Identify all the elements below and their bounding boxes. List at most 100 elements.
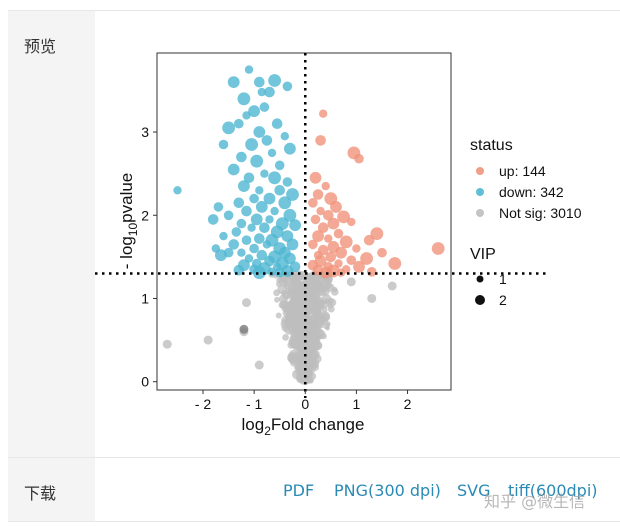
up-point xyxy=(324,234,333,243)
not-sig-point xyxy=(239,324,249,334)
not-sig-point xyxy=(162,339,172,349)
down-point xyxy=(254,233,265,244)
up-point xyxy=(312,230,324,243)
down-point xyxy=(249,193,259,204)
up-point xyxy=(319,109,328,118)
down-point xyxy=(268,74,281,87)
up-point xyxy=(309,171,322,184)
legend-status-key xyxy=(476,188,484,196)
y-axis-label-rest: pvalue xyxy=(117,173,136,223)
down-point xyxy=(242,111,251,120)
down-point xyxy=(215,249,227,262)
not-sig-point xyxy=(299,362,308,371)
not-sig-point xyxy=(288,354,297,363)
up-point xyxy=(366,267,377,277)
down-point xyxy=(271,118,283,129)
not-sig-point xyxy=(367,293,377,303)
legend-vip-key xyxy=(475,295,485,305)
up-point xyxy=(337,210,350,224)
down-point xyxy=(274,160,285,171)
not-sig-point xyxy=(321,333,327,340)
not-sig-point xyxy=(283,301,291,309)
up-point xyxy=(347,217,356,227)
down-point xyxy=(262,240,272,249)
not-sig-point xyxy=(325,321,331,327)
not-sig-point xyxy=(290,319,299,327)
legend-status-label: Not sig: 3010 xyxy=(499,205,582,221)
not-sig-point xyxy=(315,282,325,291)
not-sig-cloud xyxy=(162,270,397,385)
up-point xyxy=(339,235,353,249)
x-tick-label: - 1 xyxy=(246,396,263,412)
down-point xyxy=(260,169,269,178)
up-point xyxy=(308,198,318,208)
down-point xyxy=(270,206,279,216)
y-tick-label: 2 xyxy=(141,207,149,223)
down-point xyxy=(261,135,273,146)
download-label-cell: 下载 xyxy=(8,458,95,521)
not-sig-point xyxy=(387,281,397,291)
up-point xyxy=(308,239,318,250)
x-axis-label-sub: 2 xyxy=(264,424,271,438)
download-row: 下载 xyxy=(8,457,620,522)
down-point xyxy=(218,139,229,150)
download-svg-link[interactable]: SVG xyxy=(457,481,491,500)
down-point xyxy=(267,148,277,158)
down-point xyxy=(264,86,275,98)
not-sig-point xyxy=(309,273,317,281)
not-sig-point xyxy=(308,314,318,325)
legend-status-label: up: 144 xyxy=(499,163,546,179)
not-sig-point xyxy=(254,360,264,370)
download-pdf-link[interactable]: PDF xyxy=(283,481,315,500)
up-point xyxy=(346,255,357,265)
down-point xyxy=(241,205,252,217)
not-sig-point xyxy=(286,290,292,296)
down-point xyxy=(233,197,245,209)
down-point xyxy=(284,142,296,155)
down-point xyxy=(263,192,276,205)
not-sig-point xyxy=(203,335,213,345)
down-point xyxy=(211,244,220,253)
down-point xyxy=(241,235,252,245)
legend-status-key xyxy=(476,167,484,175)
x-tick-label: 1 xyxy=(353,396,361,412)
down-point xyxy=(259,102,270,112)
x-axis-label: log2Fold change xyxy=(242,415,365,438)
down-point xyxy=(252,266,266,280)
not-sig-point xyxy=(321,306,328,313)
legend-status-label: down: 342 xyxy=(499,184,564,200)
download-tiff-link[interactable]: tiff(600dpi) xyxy=(508,481,598,500)
up-point xyxy=(388,257,402,270)
not-sig-point xyxy=(331,288,339,296)
not-sig-point xyxy=(289,289,299,300)
y-axis-label: - log10pvalue xyxy=(117,173,140,270)
down-point xyxy=(219,231,228,241)
y-tick-label: 0 xyxy=(141,374,149,390)
x-tick-label: 0 xyxy=(301,396,309,412)
not-sig-point xyxy=(294,328,301,335)
up-point xyxy=(312,189,324,200)
not-sig-point xyxy=(241,298,251,308)
not-sig-point xyxy=(313,291,318,297)
legend-vip-title: VIP xyxy=(470,246,496,263)
down-point xyxy=(280,132,289,141)
down-point xyxy=(274,267,285,278)
up-point xyxy=(327,217,340,230)
not-sig-point xyxy=(282,334,289,341)
not-sig-point xyxy=(301,375,311,385)
legend-status-key xyxy=(476,209,484,217)
up-point xyxy=(323,210,334,221)
down-point xyxy=(236,151,247,163)
down-point xyxy=(278,196,292,210)
down-point xyxy=(207,214,219,225)
download-png-link[interactable]: PNG(300 dpi) xyxy=(334,481,441,500)
download-label: 下载 xyxy=(24,484,57,503)
down-point xyxy=(213,202,224,212)
down-point xyxy=(245,138,258,151)
up-point xyxy=(321,181,330,191)
down-point xyxy=(248,105,260,118)
up-point xyxy=(352,244,361,253)
down-point xyxy=(234,118,244,129)
not-sig-point xyxy=(317,314,327,324)
